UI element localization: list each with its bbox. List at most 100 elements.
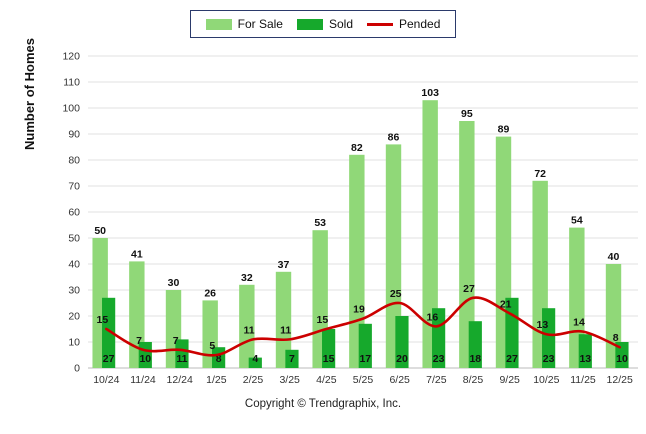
bar-label-sold: 15 [323, 353, 335, 365]
y-axis-tick-label: 120 [62, 51, 80, 63]
legend-label-pended: Pended [399, 17, 441, 31]
copyright-notice: Copyright © Trendgraphix, Inc. [244, 398, 402, 410]
x-axis-tick-label: 1/25 [206, 374, 227, 386]
bar-sold [578, 334, 592, 368]
bar-label-for-sale: 41 [131, 248, 143, 260]
bar-label-sold: 23 [433, 353, 445, 365]
line-label-pended: 7 [136, 335, 142, 347]
legend-line-pended [367, 22, 393, 26]
bar-sold [542, 308, 556, 368]
y-axis-tick-label: 30 [68, 285, 80, 297]
x-axis-tick-label: 3/25 [279, 374, 300, 386]
bar-sold [468, 321, 482, 368]
legend-swatch-sold [296, 18, 323, 30]
legend-item-pended: Pended [367, 17, 440, 31]
line-pended [105, 296, 621, 357]
x-axis-tick-label: 11/24 [130, 374, 156, 386]
bar-label-sold: 23 [543, 353, 555, 365]
y-axis-tick-label: 80 [68, 155, 80, 167]
bar-for-sale [275, 271, 292, 368]
line-label-pended: 8 [613, 332, 619, 344]
bar-label-for-sale: 54 [571, 215, 583, 227]
bar-for-sale [385, 144, 402, 368]
bar-label-for-sale: 40 [608, 251, 620, 263]
bar-sold [248, 357, 262, 368]
y-axis-tick-label: 100 [62, 103, 80, 115]
legend-label-sold: Sold [328, 17, 353, 31]
bar-label-for-sale: 89 [498, 124, 510, 136]
y-axis-tick-label: 0 [74, 363, 80, 375]
y-axis-tick-label: 110 [63, 77, 80, 89]
bar-label-sold: 18 [469, 353, 481, 365]
bar-for-sale [422, 100, 438, 368]
bar-sold [285, 349, 299, 368]
x-axis-tick-label: 4/25 [316, 374, 337, 386]
bar-label-sold: 17 [359, 353, 371, 365]
line-label-pended: 5 [209, 340, 215, 352]
bar-for-sale [239, 284, 255, 368]
bar-label-sold: 7 [289, 353, 295, 365]
bar-sold [615, 342, 629, 368]
chart-legend: For Sale Sold Pended [190, 10, 456, 38]
x-axis-tick-label: 8/25 [463, 374, 484, 386]
y-axis-tick-label: 60 [68, 207, 80, 219]
line-label-pended: 15 [96, 314, 108, 326]
bar-label-for-sale: 30 [168, 277, 180, 289]
bar-label-sold: 10 [616, 353, 628, 365]
x-axis-tick-label: 7/25 [426, 374, 447, 386]
y-axis-tick-label: 50 [68, 233, 80, 245]
bar-label-sold: 27 [506, 353, 518, 365]
line-label-pended: 13 [536, 319, 548, 331]
bar-sold [175, 339, 189, 368]
line-label-pended: 11 [280, 324, 291, 336]
x-axis-tick-label: 10/25 [533, 374, 559, 386]
legend-swatch-for-sale [205, 18, 232, 30]
bar-label-sold: 10 [139, 353, 151, 365]
bar-label-sold: 8 [216, 353, 222, 365]
y-axis-tick-label: 40 [68, 259, 80, 271]
legend-label-for-sale: For Sale [237, 17, 283, 31]
line-label-pended: 27 [463, 283, 475, 295]
y-axis-tick-label: 90 [68, 129, 80, 141]
bar-label-for-sale: 103 [421, 87, 439, 99]
bar-label-sold: 27 [103, 353, 115, 365]
x-axis-tick-label: 9/25 [499, 374, 520, 386]
y-axis-tick-label: 20 [68, 311, 80, 323]
line-label-pended: 15 [316, 314, 328, 326]
line-label-pended: 25 [390, 288, 402, 300]
bar-sold [102, 297, 116, 368]
legend-item-sold: Sold [296, 17, 353, 31]
bar-label-for-sale: 50 [94, 225, 106, 237]
line-label-pended: 7 [173, 335, 179, 347]
line-label-pended: 16 [426, 311, 438, 323]
bar-sold [395, 316, 409, 368]
line-label-pended: 14 [573, 317, 585, 329]
x-axis-tick-label: 10/24 [93, 374, 119, 386]
bar-label-for-sale: 72 [534, 168, 546, 180]
chart-plot: 0 10 20 30 40 50 60 70 80 90 100 110 120 50 27 41 10 30 11… [62, 51, 638, 386]
bar-label-sold: 20 [396, 353, 408, 365]
bar-label-for-sale: 82 [351, 142, 363, 154]
bar-label-for-sale: 26 [204, 287, 216, 299]
x-axis-tick-label: 2/25 [243, 374, 264, 386]
x-axis-tick-label: 12/25 [607, 374, 633, 386]
bar-label-for-sale: 32 [241, 272, 253, 284]
y-axis-tick-label: 70 [68, 181, 80, 193]
x-axis-tick-label: 5/25 [353, 374, 374, 386]
bar-label-sold: 13 [579, 353, 591, 365]
bar-for-sale [349, 154, 365, 368]
y-axis-tick-label: 10 [68, 337, 80, 349]
bar-label-for-sale: 86 [388, 131, 400, 143]
y-axis-title: Number of Homes [22, 38, 37, 150]
bar-sold [358, 323, 372, 368]
bar-label-sold: 4 [252, 353, 258, 365]
x-axis-tick-label: 6/25 [389, 374, 410, 386]
bar-for-sale [459, 121, 475, 368]
bar-label-for-sale: 95 [461, 108, 473, 120]
line-label-pended: 11 [243, 324, 254, 336]
legend-item-for-sale: For Sale [205, 17, 283, 31]
x-axis-tick-label: 12/24 [167, 374, 193, 386]
bar-sold [322, 329, 336, 368]
bar-label-for-sale: 37 [278, 259, 290, 271]
